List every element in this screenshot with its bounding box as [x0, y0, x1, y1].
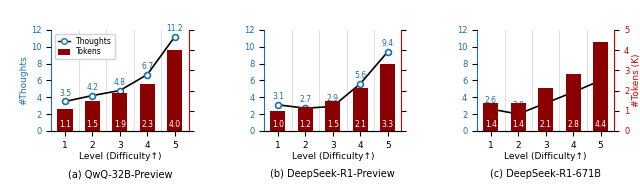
Bar [511, 103, 526, 131]
Point [142, 73, 152, 76]
Point [115, 89, 125, 92]
Text: 2.1: 2.1 [355, 120, 366, 129]
Text: 9.4: 9.4 [381, 39, 394, 48]
X-axis label: Level (Difficulty↑): Level (Difficulty↑) [504, 152, 587, 161]
Point [87, 94, 97, 97]
Text: 1.9: 1.9 [114, 120, 126, 129]
Text: 4.4: 4.4 [595, 120, 607, 129]
Bar [85, 101, 100, 131]
Bar [113, 93, 127, 131]
Y-axis label: #Tokens (K): #Tokens (K) [632, 54, 640, 107]
Text: 11.2: 11.2 [166, 24, 183, 33]
Point [170, 35, 180, 38]
Text: 1.4: 1.4 [512, 120, 524, 129]
Point [541, 102, 551, 105]
Text: 4.2: 4.2 [86, 83, 99, 92]
Text: 1.0: 1.0 [272, 120, 284, 129]
Text: 6.7: 6.7 [141, 62, 154, 71]
Text: 3.3: 3.3 [540, 90, 552, 99]
Bar [58, 109, 72, 131]
Text: 2.1: 2.1 [540, 120, 552, 129]
Text: 1.5: 1.5 [327, 120, 339, 129]
Point [273, 103, 283, 106]
Bar [483, 103, 499, 131]
Text: (a) QwQ-32B-Preview: (a) QwQ-32B-Preview [68, 169, 172, 179]
Text: 2.6: 2.6 [485, 96, 497, 105]
Point [513, 113, 524, 116]
Text: 1.4: 1.4 [485, 120, 497, 129]
Legend: Thoughts, Tokens: Thoughts, Tokens [55, 34, 115, 59]
Bar [593, 42, 608, 131]
Bar [167, 50, 182, 131]
Bar [353, 88, 368, 131]
X-axis label: Level (Difficulty↑): Level (Difficulty↑) [292, 152, 374, 161]
Text: (c) DeepSeek-R1-671B: (c) DeepSeek-R1-671B [490, 169, 601, 179]
X-axis label: Level (Difficulty↑): Level (Difficulty↑) [79, 152, 161, 161]
Text: 4.8: 4.8 [114, 78, 126, 87]
Point [383, 50, 393, 53]
Point [328, 105, 338, 108]
Text: (b) DeepSeek-R1-Preview: (b) DeepSeek-R1-Preview [271, 169, 395, 179]
Bar [140, 85, 155, 131]
Point [300, 107, 310, 110]
Y-axis label: #Thoughts: #Thoughts [19, 56, 28, 105]
Text: 4.0: 4.0 [169, 120, 181, 129]
Text: 4.6: 4.6 [567, 79, 579, 88]
Text: 3.5: 3.5 [59, 89, 71, 98]
Point [595, 79, 605, 82]
Bar [566, 74, 580, 131]
Text: 5.6: 5.6 [354, 71, 366, 80]
Point [486, 108, 496, 111]
Text: 3.3: 3.3 [381, 120, 394, 129]
Text: 2.8: 2.8 [567, 120, 579, 129]
Text: 1.2: 1.2 [300, 120, 311, 129]
Bar [538, 88, 553, 131]
Text: 1.1: 1.1 [59, 120, 71, 129]
Bar [325, 101, 340, 131]
Point [568, 91, 579, 94]
Text: 6.0: 6.0 [595, 68, 607, 77]
Point [355, 82, 365, 85]
Text: 2.0: 2.0 [512, 101, 524, 110]
Text: 2.9: 2.9 [327, 94, 339, 103]
Point [60, 100, 70, 103]
Text: 2.7: 2.7 [300, 95, 311, 104]
Bar [298, 107, 313, 131]
Text: 3.1: 3.1 [272, 92, 284, 101]
Text: 2.3: 2.3 [141, 120, 154, 129]
Bar [380, 64, 396, 131]
Text: 1.5: 1.5 [86, 120, 99, 129]
Bar [270, 111, 285, 131]
